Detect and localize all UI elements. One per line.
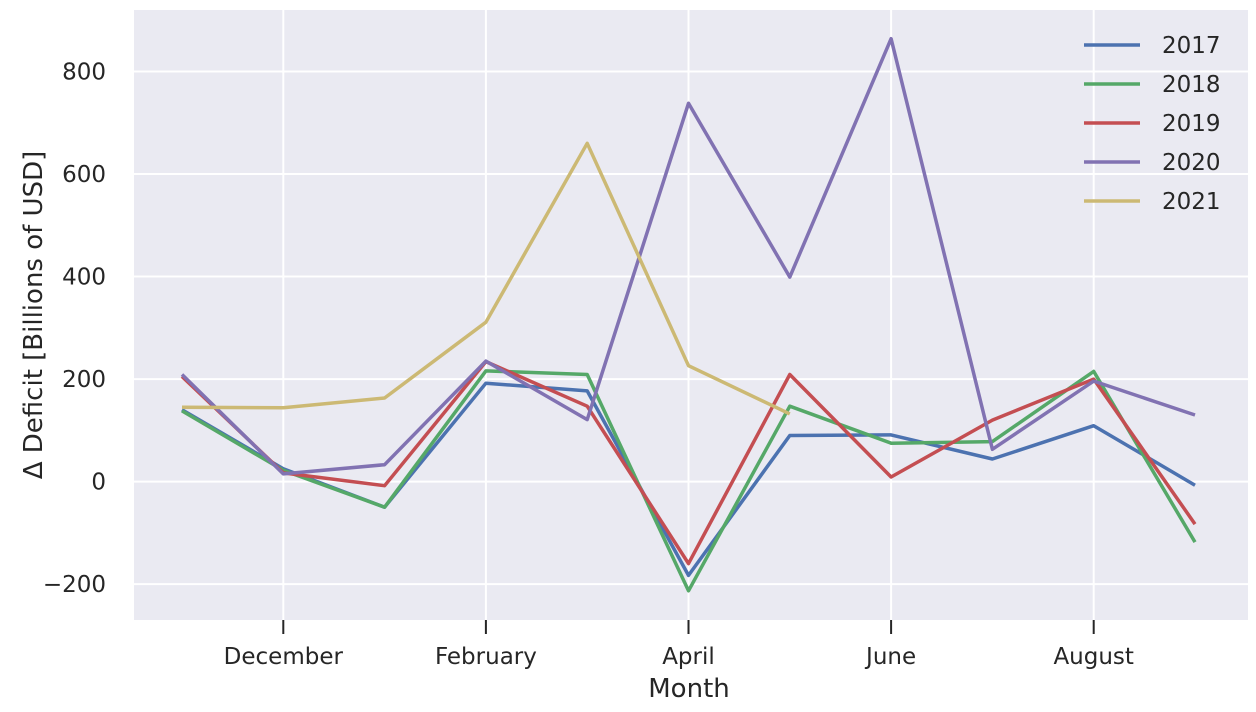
y-tick-label: 200 — [62, 367, 106, 393]
y-tick-label: 600 — [62, 162, 106, 188]
legend-label-2017: 2017 — [1162, 33, 1221, 59]
y-axis-title: Δ Deficit [Billions of USD] — [19, 151, 49, 480]
x-tick-label: April — [662, 644, 715, 670]
series-lines — [180, 36, 1197, 593]
legend: 2017 2018 2019 2020 2021 — [1084, 33, 1221, 215]
x-axis-ticks: December February April June August — [224, 620, 1134, 670]
series-line-2020 — [180, 36, 1196, 476]
legend-label-2018: 2018 — [1162, 72, 1221, 98]
y-tick-label: 400 — [62, 265, 106, 291]
y-tick-label: −200 — [43, 572, 106, 598]
legend-label-2019: 2019 — [1162, 111, 1221, 137]
x-axis-title: Month — [648, 674, 730, 704]
x-tick-label: August — [1053, 644, 1134, 670]
plot-background — [134, 10, 1248, 620]
series-line-2018 — [181, 369, 1197, 593]
x-tick-label: June — [864, 644, 916, 670]
y-tick-label: 800 — [62, 60, 106, 86]
series-line-2019 — [180, 359, 1197, 566]
x-tick-label: December — [224, 644, 344, 670]
x-tick-label: February — [435, 644, 537, 670]
y-tick-label: 0 — [91, 470, 106, 496]
series-line-2021 — [181, 141, 791, 416]
legend-label-2020: 2020 — [1162, 150, 1221, 176]
legend-label-2021: 2021 — [1162, 189, 1221, 215]
y-axis-ticks: −200 0 200 400 600 800 — [43, 60, 106, 599]
